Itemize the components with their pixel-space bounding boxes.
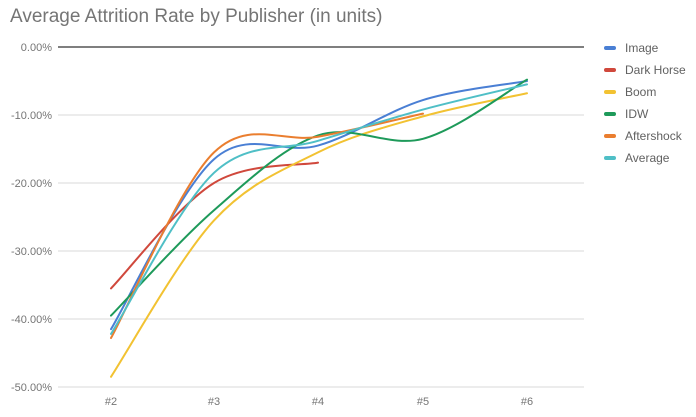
chart-legend: Image Dark Horse Boom IDW Aftershock Average — [604, 37, 686, 169]
y-tick-label: -30.00% — [11, 246, 52, 258]
legend-swatch-icon — [604, 46, 616, 50]
legend-label: Dark Horse — [625, 63, 686, 77]
legend-label: Image — [625, 41, 659, 55]
series-line-idw — [110, 78, 528, 317]
y-tick-label: 0.00% — [21, 42, 52, 54]
y-tick-label: -20.00% — [11, 178, 52, 190]
series-line-image — [110, 80, 528, 331]
series-line-boom — [110, 92, 528, 378]
legend-swatch-icon — [604, 134, 616, 138]
legend-swatch-icon — [604, 112, 616, 116]
x-tick-label: #5 — [417, 396, 429, 408]
legend-item-aftershock[interactable]: Aftershock — [604, 125, 686, 147]
x-tick-label: #2 — [105, 396, 117, 408]
series-line-average — [110, 83, 528, 335]
y-tick-label: -50.00% — [11, 382, 52, 394]
legend-item-average[interactable]: Average — [604, 147, 686, 169]
legend-label: IDW — [625, 107, 649, 121]
x-tick-label: #4 — [312, 396, 324, 408]
legend-item-dark-horse[interactable]: Dark Horse — [604, 59, 686, 81]
series-line-aftershock — [110, 112, 424, 340]
legend-item-idw[interactable]: IDW — [604, 103, 686, 125]
legend-label: Average — [625, 151, 670, 165]
legend-swatch-icon — [604, 90, 616, 94]
legend-label: Boom — [625, 85, 657, 99]
x-tick-label: #6 — [521, 396, 533, 408]
y-tick-label: -40.00% — [11, 314, 52, 326]
y-tick-label: -10.00% — [11, 110, 52, 122]
legend-swatch-icon — [604, 156, 616, 160]
legend-swatch-icon — [604, 68, 616, 72]
legend-item-boom[interactable]: Boom — [604, 81, 686, 103]
x-tick-label: #3 — [208, 396, 220, 408]
legend-label: Aftershock — [625, 129, 682, 143]
legend-item-image[interactable]: Image — [604, 37, 686, 59]
chart-title: Average Attrition Rate by Publisher (in … — [10, 6, 383, 27]
